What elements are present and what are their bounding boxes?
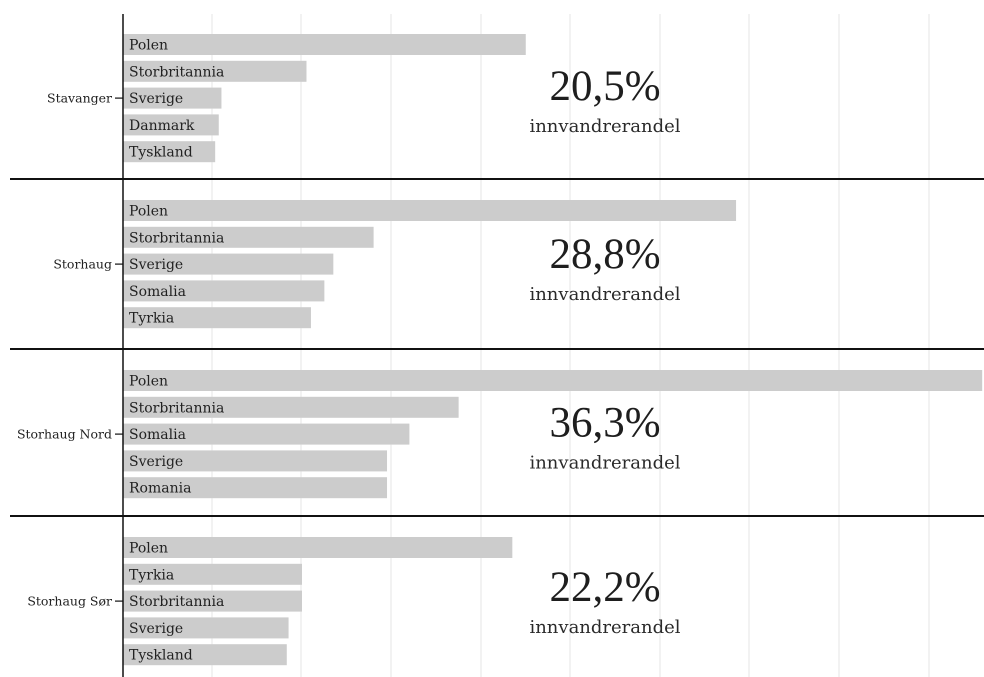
bar-label: Danmark — [129, 118, 195, 134]
bar — [123, 141, 216, 163]
bar-label: Tyskland — [129, 145, 193, 161]
bar — [123, 644, 287, 666]
bar — [123, 617, 289, 639]
share-label: innvandrerandel — [529, 453, 680, 474]
share-label: innvandrerandel — [529, 116, 680, 137]
bar — [123, 60, 307, 82]
bar — [123, 537, 513, 558]
bar-label: Sverige — [129, 621, 183, 637]
bar — [123, 87, 222, 109]
bar — [123, 114, 219, 136]
bar-label: Sverige — [129, 91, 183, 107]
bar-label: Polen — [129, 374, 168, 390]
bar-label: Somalia — [129, 427, 186, 443]
bar — [123, 307, 311, 329]
bar-label: Storbritannia — [129, 400, 224, 416]
bar — [123, 226, 374, 248]
bar-label: Storbritannia — [129, 594, 224, 610]
bar — [123, 450, 388, 472]
share-value: 22,2% — [549, 564, 660, 611]
bar-label: Polen — [129, 38, 168, 54]
bar-label: Polen — [129, 204, 168, 220]
bar-label: Tyrkia — [129, 311, 174, 327]
bar-label: Storbritannia — [129, 64, 224, 80]
group-label: Storhaug — [53, 257, 112, 272]
bar — [123, 563, 302, 585]
bar-label: Sverige — [129, 257, 183, 273]
share-value: 28,8% — [549, 231, 660, 278]
bar-label: Somalia — [129, 284, 186, 300]
group-label: Storhaug Nord — [17, 427, 112, 442]
bar-label: Tyskland — [129, 648, 193, 664]
bar — [123, 423, 410, 445]
share-value: 36,3% — [549, 400, 660, 447]
bar-label: Romania — [129, 481, 191, 497]
share-value: 20,5% — [549, 63, 660, 110]
bar-label: Polen — [129, 541, 168, 557]
bar — [123, 34, 526, 55]
bar — [123, 253, 334, 275]
bar-label: Storbritannia — [129, 230, 224, 246]
bar — [123, 477, 388, 499]
bar — [123, 280, 325, 302]
bar — [123, 370, 983, 391]
bar — [123, 396, 459, 418]
bar-label: Sverige — [129, 454, 183, 470]
group-label: Storhaug Sør — [27, 594, 112, 609]
share-label: innvandrerandel — [529, 284, 680, 305]
bar — [123, 590, 302, 612]
bar-label: Tyrkia — [129, 567, 174, 583]
share-label: innvandrerandel — [529, 617, 680, 638]
group-label: Stavanger — [47, 91, 112, 106]
bar — [123, 200, 737, 221]
